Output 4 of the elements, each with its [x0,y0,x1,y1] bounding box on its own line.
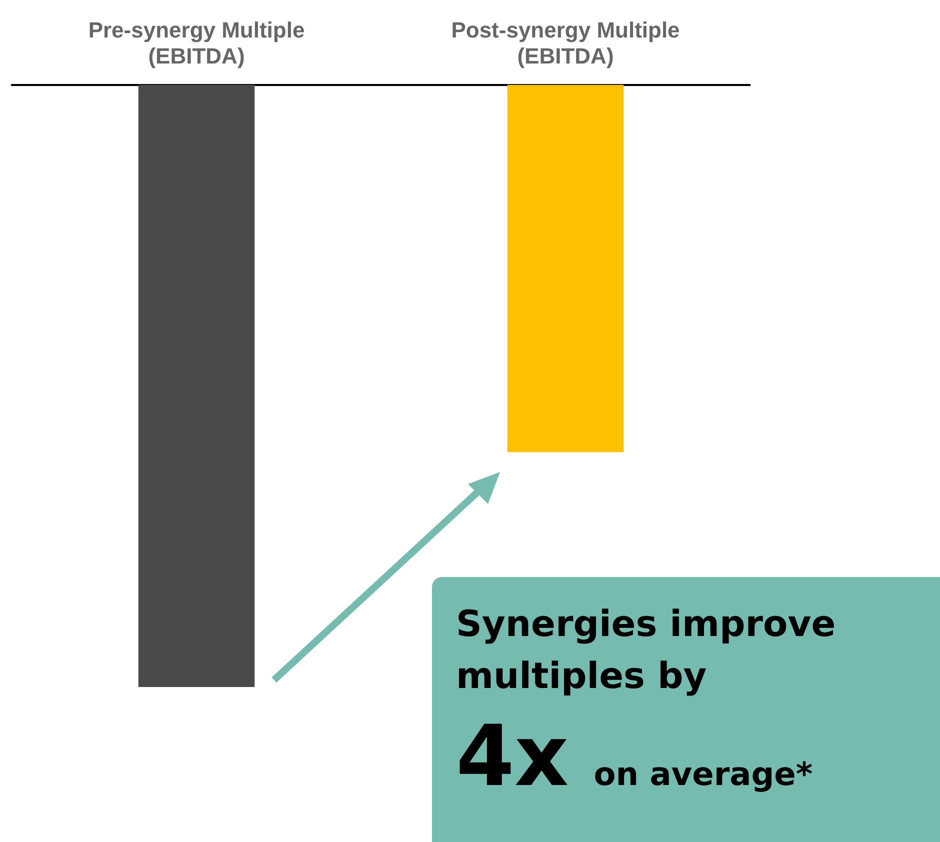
text: 4x on average* [456,707,814,806]
annotation: Synergies improve multiples by [456,603,837,700]
x-tick-label: Post-synergy Multiple (EBITDA) [451,17,680,69]
x-tick-label: Pre-synergy Multiple (EBITDA) [88,17,305,69]
